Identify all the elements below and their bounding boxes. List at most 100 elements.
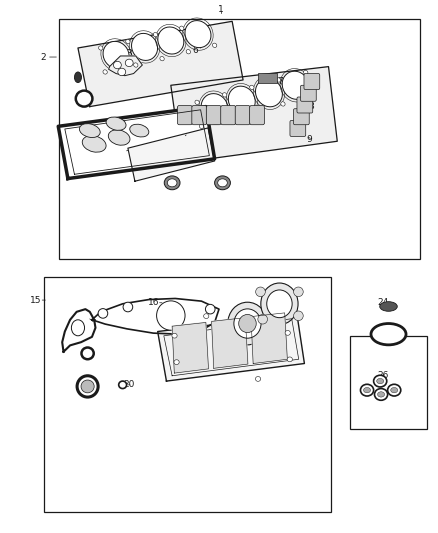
FancyBboxPatch shape: [290, 120, 306, 136]
Ellipse shape: [199, 124, 204, 128]
Ellipse shape: [186, 50, 191, 54]
Polygon shape: [212, 318, 248, 368]
Ellipse shape: [79, 124, 100, 138]
Ellipse shape: [81, 348, 94, 359]
Ellipse shape: [134, 63, 138, 67]
Ellipse shape: [99, 46, 103, 50]
FancyBboxPatch shape: [300, 85, 316, 101]
Ellipse shape: [76, 91, 92, 107]
FancyBboxPatch shape: [293, 109, 309, 125]
Text: 2: 2: [40, 53, 46, 61]
Ellipse shape: [130, 124, 149, 137]
Ellipse shape: [113, 61, 121, 69]
Ellipse shape: [255, 376, 261, 381]
Text: 19: 19: [82, 384, 93, 392]
Text: 4: 4: [74, 73, 79, 82]
Ellipse shape: [167, 179, 177, 187]
Text: 10: 10: [176, 108, 187, 116]
Ellipse shape: [388, 384, 401, 396]
FancyBboxPatch shape: [250, 106, 265, 125]
Text: 18: 18: [82, 350, 93, 359]
Ellipse shape: [256, 287, 265, 296]
Bar: [350, 336, 427, 429]
Bar: [59, 19, 420, 259]
Ellipse shape: [126, 39, 130, 44]
Ellipse shape: [267, 290, 292, 318]
Ellipse shape: [228, 86, 255, 114]
Ellipse shape: [261, 283, 298, 325]
Text: 23: 23: [276, 298, 287, 307]
Polygon shape: [128, 128, 215, 181]
Ellipse shape: [103, 70, 107, 74]
Ellipse shape: [218, 179, 227, 187]
Ellipse shape: [204, 314, 209, 319]
Polygon shape: [62, 309, 95, 352]
Text: 14: 14: [215, 180, 227, 189]
Text: 21: 21: [189, 348, 201, 356]
Polygon shape: [172, 322, 208, 373]
Text: 26: 26: [378, 372, 389, 380]
Ellipse shape: [254, 109, 258, 114]
FancyBboxPatch shape: [235, 106, 250, 125]
Ellipse shape: [174, 360, 179, 365]
Ellipse shape: [106, 117, 126, 130]
Polygon shape: [158, 314, 304, 381]
Ellipse shape: [391, 387, 398, 393]
Text: 20: 20: [124, 381, 135, 389]
Text: 17: 17: [86, 319, 98, 328]
Ellipse shape: [71, 320, 85, 336]
Ellipse shape: [287, 357, 293, 362]
Ellipse shape: [212, 43, 217, 47]
Text: 25: 25: [378, 332, 389, 340]
Text: 12: 12: [115, 148, 126, 156]
Ellipse shape: [234, 309, 261, 338]
Text: 6: 6: [192, 46, 198, 55]
Ellipse shape: [293, 287, 303, 296]
FancyBboxPatch shape: [192, 106, 207, 125]
Ellipse shape: [250, 85, 254, 90]
FancyBboxPatch shape: [221, 106, 236, 125]
Text: 8: 8: [308, 102, 314, 111]
Text: 13: 13: [167, 180, 179, 189]
Text: 9: 9: [306, 135, 312, 144]
Ellipse shape: [374, 375, 387, 387]
Ellipse shape: [108, 130, 130, 145]
Ellipse shape: [164, 176, 180, 190]
Text: 11: 11: [174, 133, 185, 142]
Ellipse shape: [153, 33, 158, 37]
FancyBboxPatch shape: [304, 74, 320, 90]
Ellipse shape: [239, 314, 256, 333]
Ellipse shape: [378, 392, 385, 397]
Ellipse shape: [258, 314, 268, 324]
Ellipse shape: [374, 389, 388, 400]
Ellipse shape: [201, 94, 228, 122]
Ellipse shape: [364, 387, 371, 393]
FancyBboxPatch shape: [297, 97, 313, 113]
Text: 5: 5: [80, 95, 86, 104]
Ellipse shape: [285, 330, 290, 335]
Ellipse shape: [77, 376, 98, 397]
Ellipse shape: [81, 380, 94, 393]
Ellipse shape: [228, 302, 267, 345]
Ellipse shape: [158, 27, 184, 54]
Polygon shape: [109, 56, 142, 76]
Ellipse shape: [308, 94, 312, 99]
FancyBboxPatch shape: [177, 106, 192, 125]
Ellipse shape: [282, 71, 309, 99]
Text: 24: 24: [378, 298, 389, 307]
Text: 1: 1: [218, 5, 224, 13]
Ellipse shape: [293, 311, 303, 321]
Polygon shape: [251, 313, 287, 364]
Polygon shape: [58, 107, 215, 179]
FancyBboxPatch shape: [206, 106, 221, 125]
Text: 16: 16: [148, 298, 159, 307]
Ellipse shape: [380, 302, 397, 311]
Ellipse shape: [215, 176, 230, 190]
Ellipse shape: [195, 100, 199, 104]
Ellipse shape: [255, 79, 283, 107]
Ellipse shape: [360, 384, 374, 396]
Ellipse shape: [276, 78, 281, 82]
Text: 15: 15: [30, 296, 42, 304]
Polygon shape: [171, 67, 337, 163]
Ellipse shape: [172, 333, 177, 338]
